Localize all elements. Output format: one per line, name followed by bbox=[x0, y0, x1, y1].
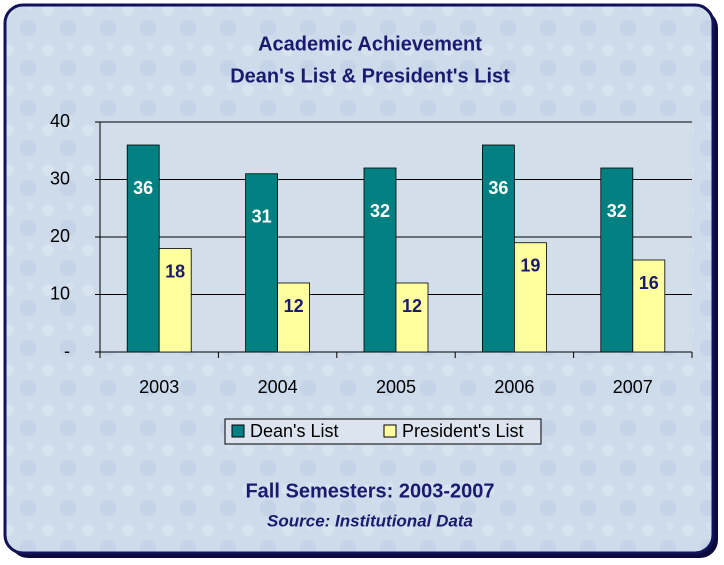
x-tick-label: 2006 bbox=[494, 377, 534, 397]
data-label: 19 bbox=[520, 256, 540, 276]
bar bbox=[514, 242, 547, 353]
data-label: 32 bbox=[607, 201, 627, 221]
bar bbox=[126, 144, 160, 353]
data-label: 36 bbox=[488, 178, 508, 198]
bar bbox=[395, 282, 429, 353]
legend-swatch bbox=[231, 424, 245, 438]
bar bbox=[600, 167, 634, 353]
bar bbox=[245, 173, 279, 353]
data-label: 18 bbox=[165, 261, 185, 281]
annotation: Source: Institutional Data bbox=[267, 511, 473, 530]
bar bbox=[158, 248, 192, 353]
data-label: 36 bbox=[133, 178, 153, 198]
x-tick-label: 2004 bbox=[258, 377, 298, 397]
data-label: 12 bbox=[402, 296, 422, 316]
y-tick-label: 10 bbox=[50, 283, 70, 303]
data-label: 32 bbox=[370, 201, 390, 221]
data-label: 16 bbox=[639, 273, 659, 293]
y-tick-label: 20 bbox=[50, 226, 70, 246]
legend-box bbox=[224, 418, 542, 445]
annotation: Fall Semesters: 2003-2007 bbox=[245, 480, 494, 502]
legend-label: President's List bbox=[402, 421, 524, 441]
y-tick-label: 40 bbox=[50, 111, 70, 131]
legend-swatch bbox=[383, 424, 397, 438]
x-tick-label: 2005 bbox=[376, 377, 416, 397]
y-tick-label: - bbox=[64, 341, 70, 361]
data-label: 31 bbox=[252, 207, 272, 227]
x-tick-label: 2007 bbox=[613, 377, 653, 397]
legend-label: Dean's List bbox=[250, 421, 338, 441]
y-tick-label: 30 bbox=[50, 168, 70, 188]
bar bbox=[277, 282, 311, 353]
x-tick-label: 2003 bbox=[139, 377, 179, 397]
data-label: 12 bbox=[284, 296, 304, 316]
bar bbox=[632, 259, 666, 353]
bar bbox=[363, 167, 397, 353]
chart-title: Dean's List & President's List bbox=[230, 65, 510, 87]
bar bbox=[481, 144, 515, 353]
chart-title: Academic Achievement bbox=[258, 33, 482, 55]
